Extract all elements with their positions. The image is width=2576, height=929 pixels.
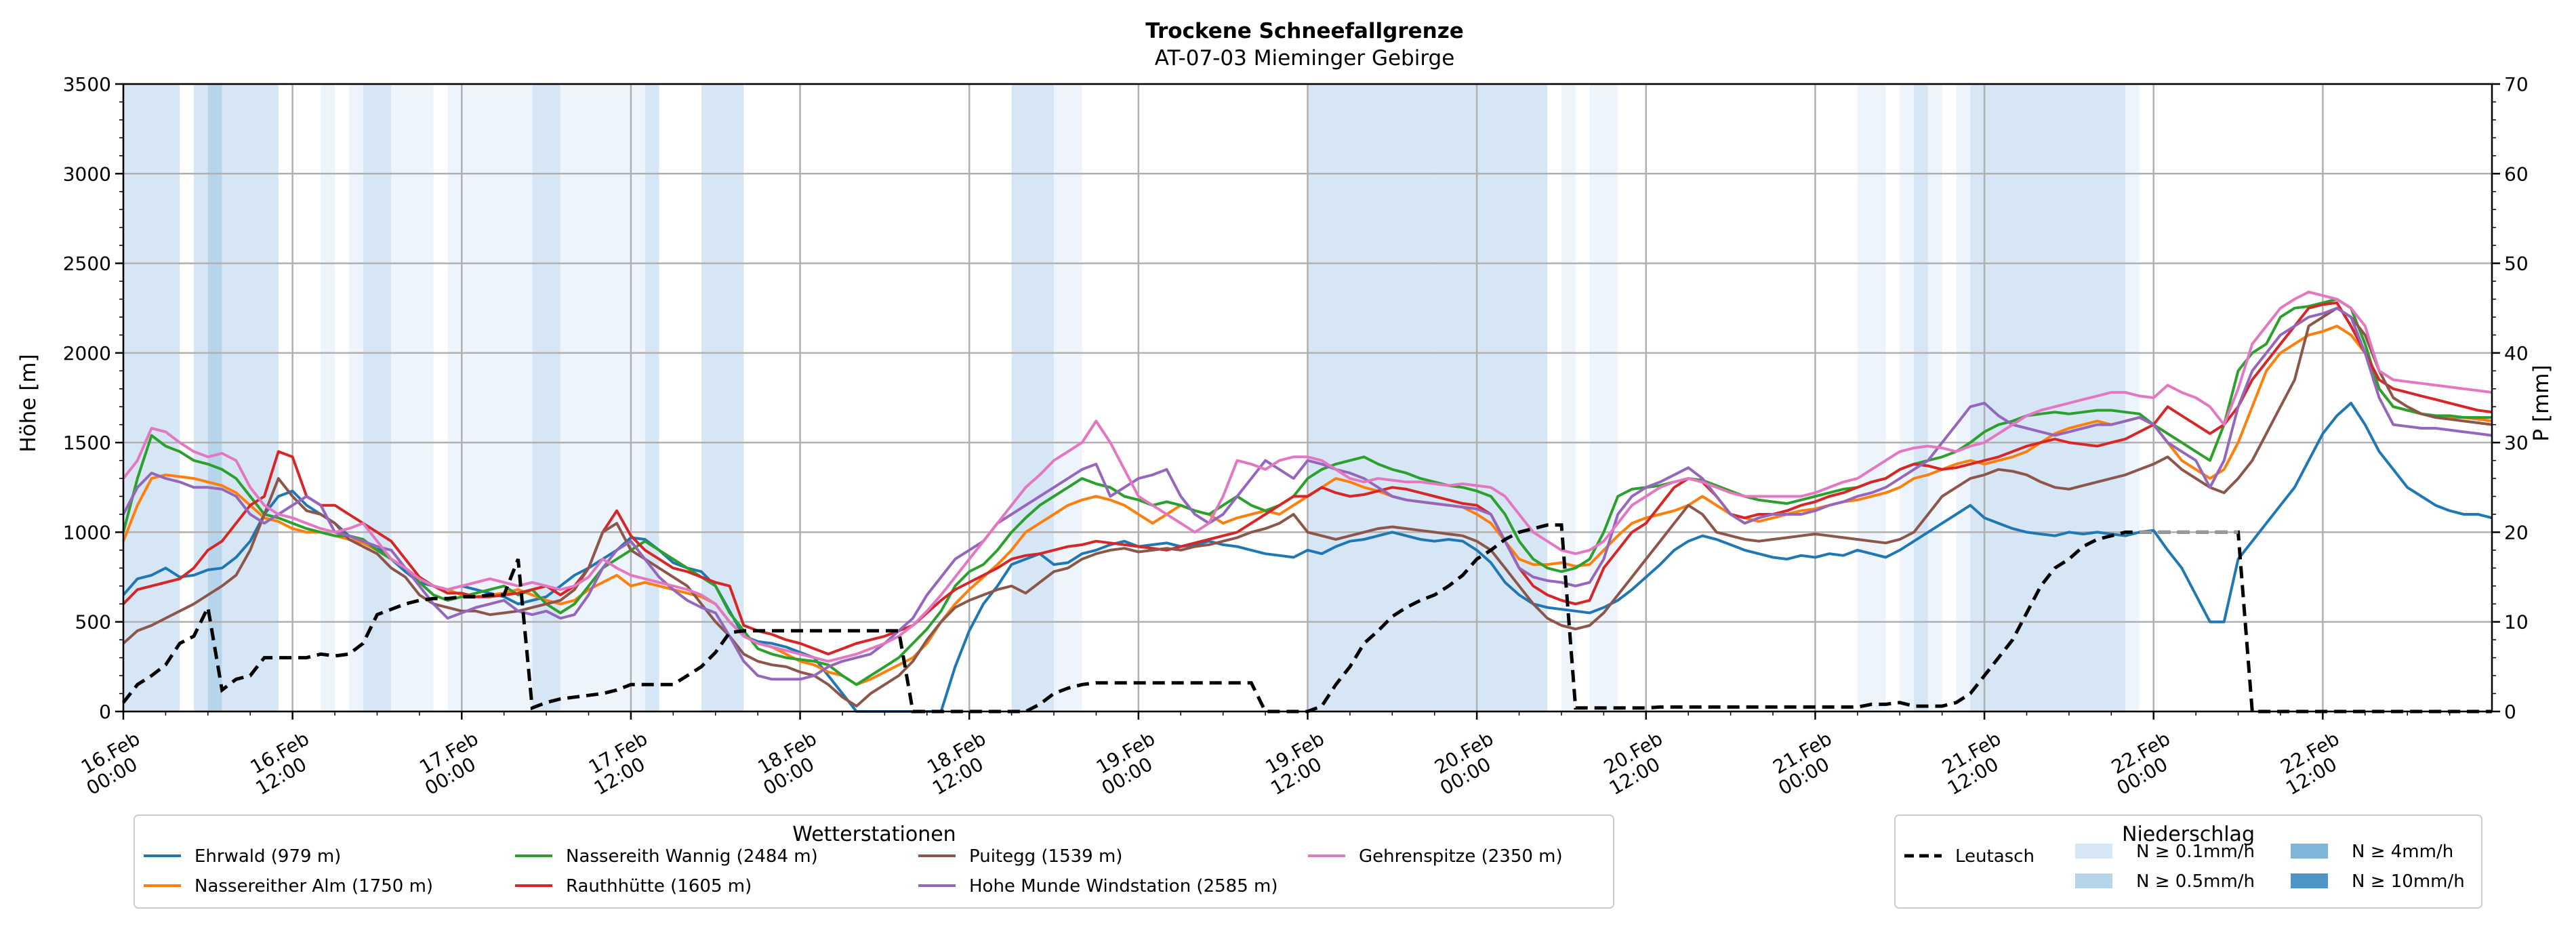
precip-band-10 bbox=[560, 84, 645, 711]
series-line-gehrenspitze bbox=[122, 290, 2493, 663]
precip-band-17 bbox=[1561, 84, 1576, 711]
precip-band-22 bbox=[1927, 84, 1942, 711]
precip-band-4 bbox=[321, 84, 335, 711]
y-tick-label-3: 1500 bbox=[63, 432, 111, 454]
y2-axis-label: P [mm] bbox=[2529, 365, 2554, 441]
precip-band-25 bbox=[2125, 84, 2140, 711]
precip-band-14 bbox=[1054, 84, 1082, 711]
y-tick-label-0: 0 bbox=[99, 701, 111, 723]
precip-band-5 bbox=[348, 84, 363, 711]
precip-legend-title: Niederschlag bbox=[2122, 823, 2255, 846]
y2-tick-label-3: 30 bbox=[2504, 432, 2529, 454]
legend-precip-swatch-3 bbox=[2291, 873, 2328, 888]
precip-band-12 bbox=[701, 84, 744, 711]
legend-label-5: Hohe Munde Windstation (2585 m) bbox=[969, 876, 1277, 896]
legend-precip-label-2: N ≥ 4mm/h bbox=[2352, 842, 2453, 862]
y-tick-label-7: 3500 bbox=[63, 73, 111, 96]
y-tick-label-6: 3000 bbox=[63, 163, 111, 185]
y2-tick-label-1: 10 bbox=[2504, 611, 2529, 634]
y-tick-label-4: 2000 bbox=[63, 342, 111, 365]
legend-label-leutasch: Leutasch bbox=[1955, 846, 2035, 867]
legend-precip-label-0: N ≥ 0.1mm/h bbox=[2136, 842, 2255, 862]
y-tick-label-2: 1000 bbox=[63, 521, 111, 543]
precip-band-11 bbox=[645, 84, 659, 711]
legend-label-6: Gehrenspitze (2350 m) bbox=[1359, 846, 1563, 867]
legend-precip-swatch-0 bbox=[2075, 844, 2112, 859]
legend-label-0: Ehrwald (979 m) bbox=[195, 846, 341, 867]
precip-band-0 bbox=[123, 84, 180, 711]
precip-band-1 bbox=[194, 84, 208, 711]
axes: 0 500 1000 1500 2000 2500 3000 3500 0 10 20 30 40 50 6… bbox=[63, 73, 2529, 800]
station-lines bbox=[122, 290, 2493, 714]
series-line-hohe bbox=[122, 306, 2493, 681]
precip-band-20 bbox=[1900, 84, 1915, 711]
y2-tick-label-5: 50 bbox=[2504, 253, 2529, 275]
precip-band-2 bbox=[207, 84, 222, 711]
precip-band-15 bbox=[1307, 84, 1435, 711]
y2-tick-label-4: 40 bbox=[2504, 342, 2529, 365]
precip-band-16 bbox=[1434, 84, 1548, 711]
legend-precip-label-1: N ≥ 0.5mm/h bbox=[2136, 871, 2255, 892]
y-axis-label: Höhe [m] bbox=[16, 354, 41, 452]
legend-label-3: Rauthhütte (1605 m) bbox=[566, 876, 752, 896]
precip-band-8 bbox=[447, 84, 533, 711]
series-line-rauthhütte bbox=[122, 301, 2493, 656]
stations-legend-title: Wetterstationen bbox=[792, 823, 956, 846]
precip-band-19 bbox=[1857, 84, 1886, 711]
y2-tick-label-6: 60 bbox=[2504, 163, 2529, 185]
x-tick-label-6: 19.Feb00:00 bbox=[1088, 727, 1170, 800]
y2-tick-label-7: 70 bbox=[2504, 73, 2529, 96]
precip-band-18 bbox=[1589, 84, 1618, 711]
chart-subtitle: AT-07-03 Mieminger Gebirge bbox=[1155, 46, 1455, 70]
precip-legend: Niederschlag Leutasch N ≥ 0.1mm/h N ≥ 0.5m… bbox=[1894, 814, 2482, 909]
legend-label-4: Puitegg (1539 m) bbox=[969, 846, 1122, 867]
y-tick-label-1: 500 bbox=[75, 611, 111, 634]
stations-legend: Wetterstationen Ehrwald (979 m) Nassereit… bbox=[134, 814, 1614, 909]
precip-band-21 bbox=[1914, 84, 1928, 711]
y2-tick-label-0: 0 bbox=[2504, 701, 2516, 723]
precip-band-23 bbox=[1956, 84, 1971, 711]
legend-precip-label-3: N ≥ 10mm/h bbox=[2352, 871, 2465, 892]
series-line-ehrwald bbox=[122, 401, 2493, 713]
legend-label-2: Nassereith Wannig (2484 m) bbox=[566, 846, 818, 867]
precip-band-24 bbox=[1970, 84, 2126, 711]
legend-precip-swatch-1 bbox=[2075, 873, 2112, 888]
legend-label-1: Nassereither Alm (1750 m) bbox=[195, 876, 433, 896]
legend-precip-swatch-2 bbox=[2291, 844, 2328, 859]
precip-band-6 bbox=[363, 84, 392, 711]
precip-band-7 bbox=[391, 84, 434, 711]
precip-band-3 bbox=[222, 84, 279, 711]
precip-band-13 bbox=[1011, 84, 1055, 711]
precipitation-bands bbox=[123, 84, 2140, 711]
y2-tick-label-2: 20 bbox=[2504, 521, 2529, 543]
series-line-nassereith bbox=[122, 297, 2492, 686]
y-tick-label-5: 2500 bbox=[63, 253, 111, 275]
chart-title: Trockene Schneefallgrenze bbox=[1145, 19, 1464, 43]
